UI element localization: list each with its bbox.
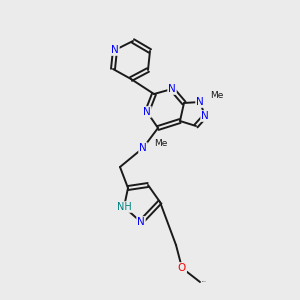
Text: Me: Me: [210, 91, 224, 100]
Text: NH: NH: [117, 202, 131, 212]
Text: N: N: [168, 84, 176, 94]
Text: methyl: methyl: [202, 281, 207, 282]
Text: N: N: [137, 217, 145, 227]
Text: O: O: [178, 263, 186, 273]
Text: N: N: [139, 143, 147, 153]
Text: N: N: [196, 97, 204, 107]
Text: Me: Me: [154, 139, 167, 148]
Text: N: N: [111, 45, 119, 55]
Text: N: N: [143, 107, 151, 117]
Text: N: N: [201, 111, 209, 121]
